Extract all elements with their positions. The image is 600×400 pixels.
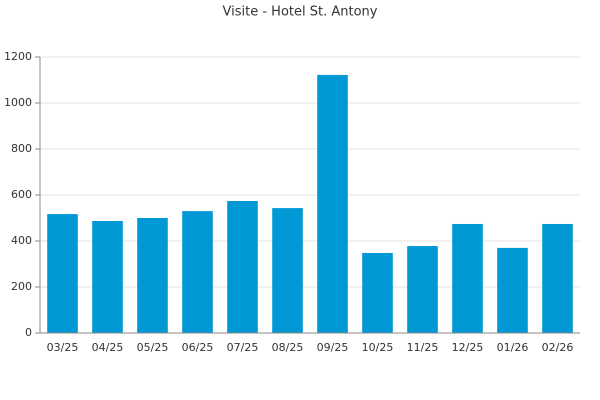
x-tick-label: 10/25 [362,341,394,354]
x-tick-label: 04/25 [92,341,124,354]
x-tick-label: 02/26 [542,341,574,354]
x-tick-label: 01/26 [497,341,529,354]
y-tick-label: 800 [11,142,32,155]
x-tick-label: 07/25 [227,341,259,354]
x-tick-label: 12/25 [452,341,484,354]
x-tick-label: 09/25 [317,341,349,354]
bar [137,218,168,333]
bar [407,246,438,333]
y-tick-label: 0 [25,326,32,339]
y-tick-label: 600 [11,188,32,201]
bar [227,200,258,333]
y-tick-label: 200 [11,280,32,293]
bar [542,223,573,333]
x-tick-label: 05/25 [137,341,169,354]
bar [362,252,393,333]
chart-title: Visite - Hotel St. Antony [223,5,378,20]
bar [452,223,483,333]
y-tick-label: 400 [11,234,32,247]
x-tick-label: 08/25 [272,341,304,354]
bar [182,211,213,333]
bar [317,74,348,333]
y-tick-label: 1200 [4,50,32,63]
x-tick-label: 03/25 [47,341,79,354]
bar [272,208,303,333]
bar [92,220,123,333]
bar [47,214,78,333]
x-tick-label: 11/25 [407,341,439,354]
bar [497,247,528,333]
y-tick-label: 1000 [4,96,32,109]
x-tick-label: 06/25 [182,341,214,354]
